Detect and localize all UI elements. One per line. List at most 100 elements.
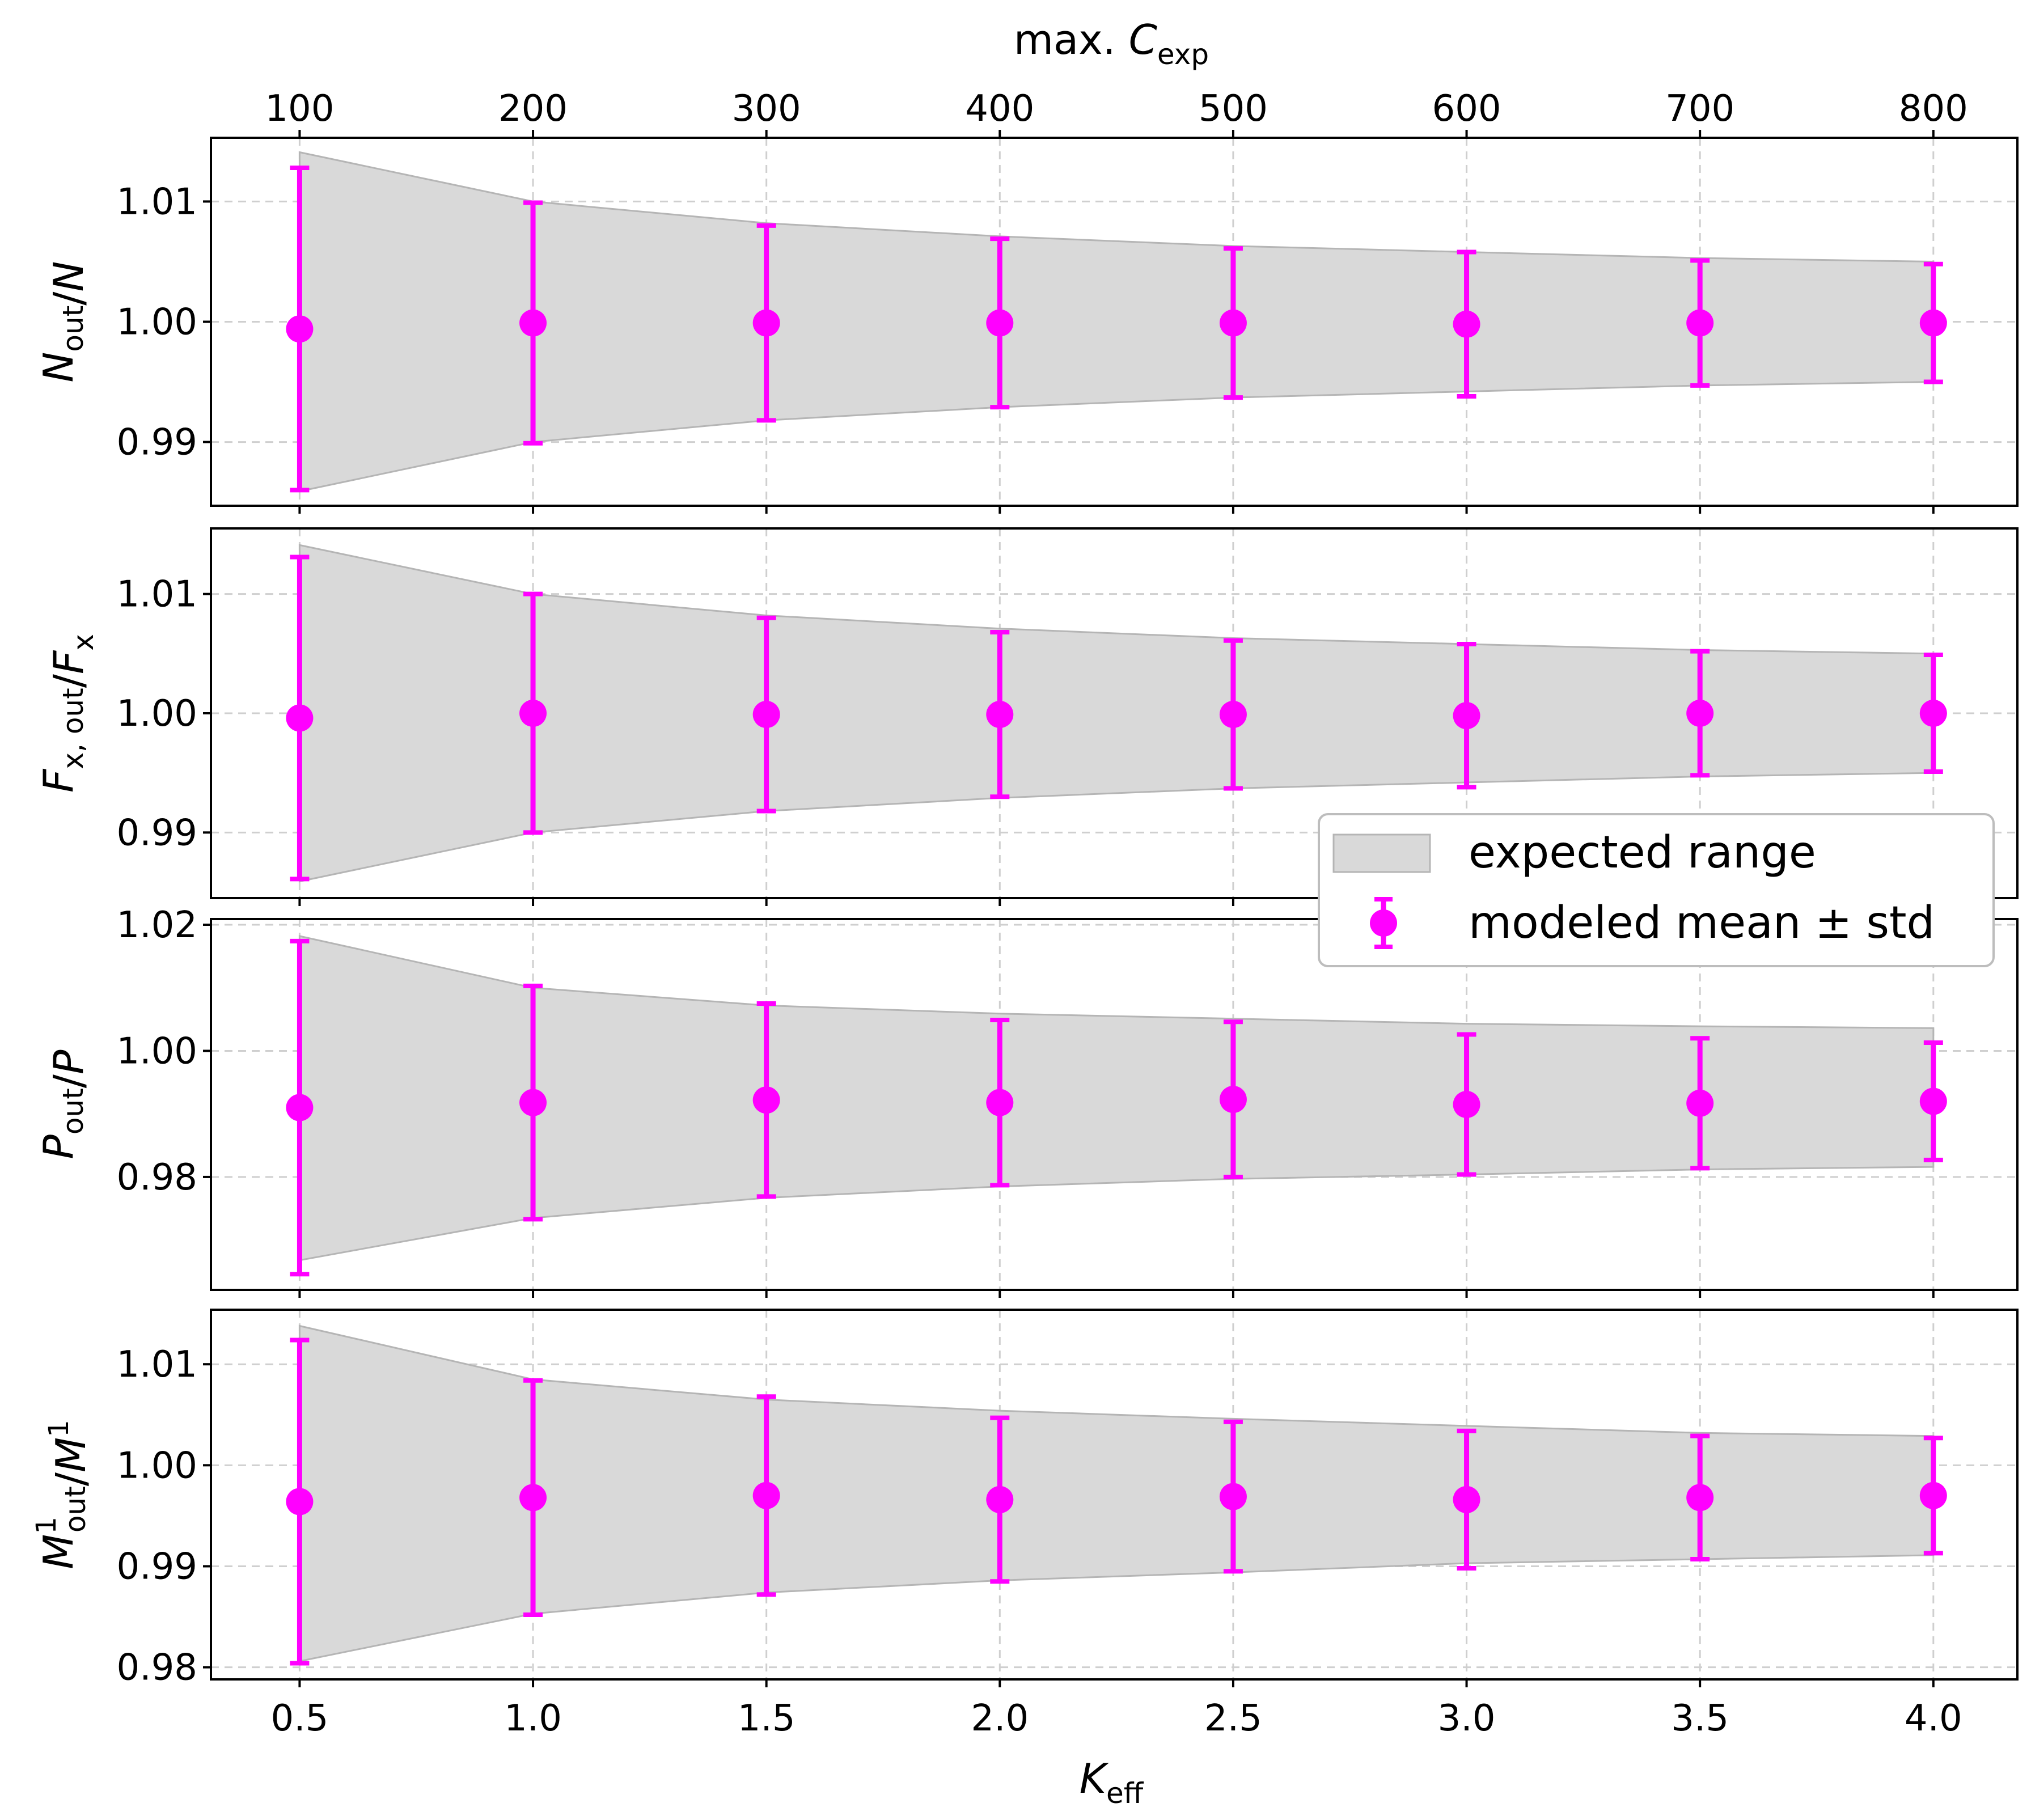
mean-marker	[1219, 1483, 1247, 1510]
x-top-tick-label: 800	[1899, 88, 1968, 130]
y-tick-label: 1.00	[117, 693, 198, 735]
mean-marker	[519, 1484, 547, 1512]
x-top-tick-label: 400	[965, 88, 1034, 130]
mean-marker	[1686, 1089, 1714, 1117]
y-title-denominator: M	[47, 1437, 95, 1472]
y-title-slash: /	[45, 674, 92, 688]
y-title-denominator: P	[45, 1049, 92, 1074]
x-axis-title: Keff	[1080, 1755, 1144, 1810]
y-title-main: P	[35, 1135, 82, 1159]
panel-frame	[210, 1309, 2019, 1681]
mean-marker	[1219, 701, 1247, 729]
legend-marker	[1370, 909, 1397, 937]
y-axis-title: M1out/M1	[31, 1420, 95, 1569]
mean-marker	[1919, 700, 1947, 727]
x-top-tick-label: 500	[1199, 88, 1268, 130]
x-title-sub: eff	[1106, 1777, 1144, 1810]
x-top-tick-label: 700	[1665, 88, 1734, 130]
mean-marker	[1453, 310, 1480, 338]
x-top-title-sub: exp	[1157, 38, 1209, 71]
mean-marker	[986, 1089, 1014, 1116]
legend-band-swatch	[1332, 833, 1431, 873]
y-tick-label: 1.01	[117, 574, 198, 616]
y-tick-label: 1.00	[117, 1030, 198, 1072]
mean-marker	[1686, 1484, 1714, 1512]
mean-marker	[286, 1094, 314, 1121]
mean-marker	[1219, 1086, 1247, 1114]
y-title-sup: 1	[31, 1517, 62, 1534]
y-tick-label: 0.99	[117, 812, 198, 854]
mean-marker	[1453, 1091, 1480, 1118]
mean-marker	[752, 701, 780, 729]
expected-range-band	[298, 935, 1935, 1262]
x-top-axis-title: max. Cexp	[1014, 16, 1209, 71]
mean-marker	[286, 315, 314, 343]
x-top-title-main: C	[1129, 16, 1158, 64]
mean-marker	[286, 704, 314, 732]
panel-N: 0.99 1.00 1.01 100 200 300 400 500 600 700 800 Nout…	[35, 88, 2019, 514]
mean-marker	[519, 700, 547, 727]
x-tick-label: 1.0	[504, 1698, 562, 1739]
mean-marker	[519, 309, 547, 337]
mean-marker	[1686, 309, 1714, 337]
y-title-denominator: F	[45, 650, 92, 674]
mean-marker	[286, 1488, 314, 1516]
mean-marker	[986, 1485, 1014, 1513]
x-top-tick-label: 200	[498, 88, 568, 130]
y-tick-label: 0.99	[117, 422, 198, 464]
mean-marker	[1219, 309, 1247, 337]
x-tick-label: 4.0	[1905, 1698, 1962, 1739]
x-tick-label: 3.0	[1438, 1698, 1496, 1739]
y-title-sub: out	[57, 1088, 90, 1135]
x-tick-label: 2.0	[971, 1698, 1029, 1739]
y-tick-label: 1.01	[117, 181, 198, 223]
mean-marker	[1686, 700, 1714, 727]
legend-box	[1318, 813, 1995, 967]
y-title-main: N	[35, 352, 82, 383]
y-title-slash: /	[45, 1074, 92, 1088]
y-tick-label: 0.98	[117, 1157, 198, 1199]
y-title-main: F	[35, 768, 82, 793]
mean-marker	[1453, 702, 1480, 730]
x-title-main: K	[1080, 1755, 1109, 1802]
y-title-denominator-sup: 1	[43, 1420, 75, 1437]
mean-marker	[752, 1482, 780, 1509]
y-title-sub: out	[59, 1486, 92, 1533]
mean-marker	[986, 309, 1014, 337]
y-title-sub: x, out	[57, 688, 90, 769]
x-top-tick-label: 600	[1432, 88, 1501, 130]
y-title-denominator-sub: x	[67, 634, 100, 651]
y-tick-label: 1.00	[117, 302, 198, 344]
y-tick-label: 1.01	[117, 1344, 198, 1386]
mean-marker	[1919, 309, 1947, 337]
y-tick-label: 1.00	[117, 1445, 198, 1487]
y-title-slash: /	[45, 291, 92, 306]
mean-marker	[1919, 1482, 1947, 1509]
y-axis-title: Nout/N	[35, 261, 92, 383]
panel-frame	[210, 918, 2019, 1291]
y-axis-title: Fx, out/Fx	[35, 634, 100, 793]
x-top-tick-label: 300	[732, 88, 801, 130]
legend-points-label: modeled mean ± std	[1469, 898, 1935, 949]
mean-marker	[752, 1086, 780, 1114]
y-tick-label: 0.98	[117, 1647, 198, 1689]
y-title-main: M	[35, 1534, 82, 1569]
y-axis-title: Pout/P	[35, 1049, 92, 1159]
y-title-sub: out	[57, 306, 90, 352]
mean-marker	[1919, 1087, 1947, 1115]
mean-marker	[519, 1089, 547, 1116]
y-tick-label: 1.02	[117, 904, 198, 946]
legend: expected range modeled mean ± std	[1318, 813, 1995, 967]
mean-marker	[752, 309, 780, 337]
y-title-slash: /	[47, 1472, 95, 1486]
x-top-tick-label: 100	[265, 88, 334, 130]
y-tick-label: 0.99	[117, 1546, 198, 1588]
legend-band-label: expected range	[1469, 827, 1816, 878]
x-top-title-prefix: max.	[1014, 16, 1129, 64]
mean-marker	[1453, 1485, 1480, 1513]
x-tick-label: 1.5	[738, 1698, 796, 1739]
